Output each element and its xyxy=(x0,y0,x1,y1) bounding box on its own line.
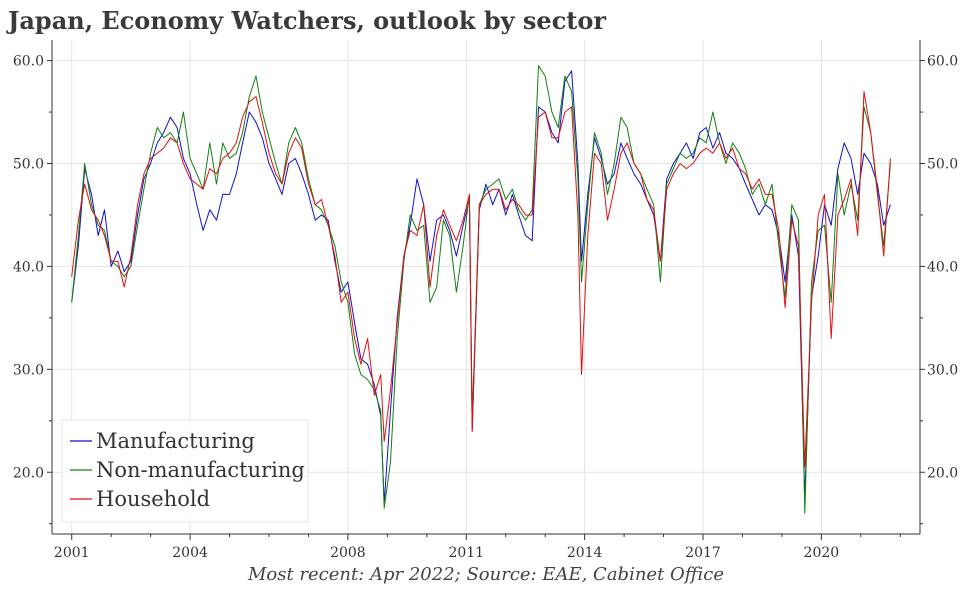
x-tick-label: 2008 xyxy=(330,545,366,561)
chart-title: Japan, Economy Watchers, outlook by sect… xyxy=(8,6,607,35)
x-tick-label: 2014 xyxy=(567,545,603,561)
y-tick-label-right: 40.0 xyxy=(927,259,958,275)
series-line-household xyxy=(71,91,891,468)
y-tick-label-right: 30.0 xyxy=(927,362,958,378)
y-tick-label-left: 60.0 xyxy=(13,54,44,70)
y-tick-label-left: 50.0 xyxy=(13,157,44,173)
y-tick-label-right: 60.0 xyxy=(927,54,958,70)
x-tick-label: 2004 xyxy=(172,545,208,561)
x-tick-label: 2011 xyxy=(448,545,484,561)
axes-layer: 20.0 20.0 30.0 30.0 40.0 40.0 50.0 50.0 60.0 60.0… xyxy=(13,40,958,561)
y-tick-label-left: 30.0 xyxy=(13,362,44,378)
legend-box xyxy=(61,419,309,523)
legend-label: Non-manufacturing xyxy=(96,458,305,482)
x-tick-label: 2020 xyxy=(804,545,840,561)
x-tick-label: 2017 xyxy=(685,545,721,561)
legend-label: Manufacturing xyxy=(96,429,255,453)
x-tick-label: 2001 xyxy=(54,545,90,561)
y-tick-label-left: 40.0 xyxy=(13,259,44,275)
legend: Manufacturing Non-manufacturing Household xyxy=(61,419,309,523)
y-tick-label-right: 50.0 xyxy=(927,157,958,173)
chart-footer: Most recent: Apr 2022; Source: EAE, Cabi… xyxy=(247,564,725,585)
y-tick-label-right: 20.0 xyxy=(927,465,958,481)
series-layer xyxy=(71,65,891,514)
y-tick-label-left: 20.0 xyxy=(13,465,44,481)
grid-layer xyxy=(52,40,920,534)
legend-label: Household xyxy=(96,487,210,511)
